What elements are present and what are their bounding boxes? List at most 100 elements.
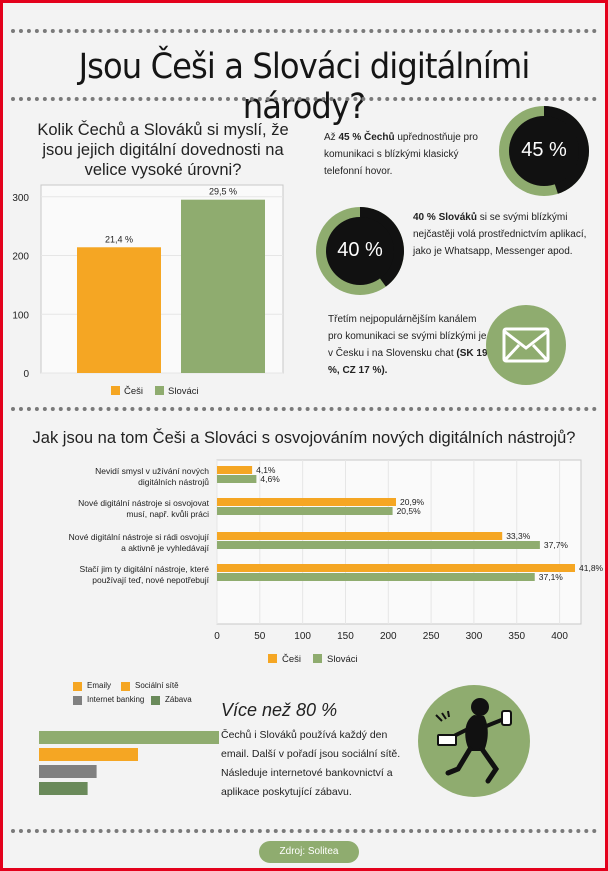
person-head [471,698,489,716]
chart1-legend-label: Slováci [168,386,199,397]
stat-sk-text: 40 % Slováků si se svými blízkými nejčas… [413,212,587,257]
chart2-category-label: Nové digitální nástroje si rádi osvojují [69,532,210,542]
chart1-ytick-label: 100 [12,310,29,321]
person-illustration [435,698,512,784]
envelope-folds [503,343,549,362]
chart1-legend-swatch [111,386,120,395]
chart2-xtick-label: 400 [551,631,568,642]
chart2-legend-label: Slováci [327,654,358,665]
page-title: Jsou Češi a Slováci digitálními národy? [78,47,531,127]
chart2-category-label: digitálních nástrojů [138,477,209,487]
chart2-bar [217,573,535,581]
chart2-xtick-label: 300 [466,631,483,642]
donut-40-svg [316,207,404,295]
more-text: Čechů i Slováků používá každý den email.… [221,729,401,798]
chart2-bar [217,564,576,572]
chart2-xtick-label: 200 [380,631,397,642]
chart2-data-label: 33,3% [506,531,531,541]
chart1-title: Kolik Čechů a Slováků si myslí, že jsou … [37,121,289,179]
chart2-category-label: Nevidí smysl v užívání nových [95,466,209,476]
chart2-category-label: Nové digitální nástroje si osvojovat [78,498,210,508]
laptop [437,734,457,746]
chart2-data-label: 20,5% [397,506,422,516]
person-legs [445,746,500,784]
chart2-bar [217,507,393,515]
envelope-flap [503,329,549,350]
chart2-legend-swatch [313,654,322,663]
donut-45-hole [509,116,579,186]
donut-45-svg [499,106,589,196]
chart2-xtick-label: 250 [423,631,440,642]
chart2-xtick-label: 50 [254,631,266,642]
chart3-svg [39,731,219,795]
donut-45-label: 45 % [521,139,567,161]
donut-45: 45 % [499,106,589,196]
chart2-data-label: 41,8% [579,563,604,573]
person-with-devices-icon [418,685,530,797]
envelope-icon [486,305,566,385]
chart1-legend-swatch [155,386,164,395]
top-divider [11,29,597,33]
chart2-legend-swatch [268,654,277,663]
chart1-ytick-label: 200 [12,252,29,263]
chart2-title: Jak jsou na tom Češi a Slováci s osvojov… [32,429,576,447]
chart2-bar [217,498,397,506]
chart3-bar [39,748,138,761]
chart1-svg: 0 100 200 300 21,4 % 29,5 % Češi Slováci [12,184,284,397]
chart2-bar [217,541,540,549]
chart1-data-label: 29,5 % [209,187,237,197]
stat-cz-text: Až 45 % Čechů upřednostňuje pro komunika… [324,132,478,177]
chart2-svg: 0 50 100 150 200 250 300 350 400 Nevidí smysl v u… [69,459,604,665]
title-divider [11,97,597,101]
chart3-legend: Emaily Sociální sítě Internet banking Zá… [73,679,203,719]
person-body [465,715,488,751]
chart2-category-label: používají teď, nové nepotřebují [92,575,209,585]
envelope-svg [502,327,550,363]
chart2-data-label: 20,9% [400,497,425,507]
chart1-ytick-label: 0 [23,369,29,380]
chart2-bar [217,475,257,483]
legend-swatch-emaily [73,682,82,691]
chart2-bar [217,466,253,474]
chart3-bar [39,765,97,778]
donut-40-hole [326,217,394,285]
donut-40: 40 % [316,207,404,295]
chat-text: Třetím nejpopulárnějším kanálem pro komu… [328,314,488,376]
legend-label-socialni: Sociální sítě [135,681,179,690]
more-heading: Více než 80 % [221,700,338,720]
chart2-category-label: a aktivně je vyhledávají [121,543,210,553]
legend-label-banking: Internet banking [87,695,145,704]
chart1-bar [77,247,161,373]
envelope-body [502,327,550,363]
chart2-category-label: musí, např. kvůli práci [126,509,209,519]
phone [501,710,512,726]
chart2-xtick-label: 0 [214,631,220,642]
chart1-data-label: 21,4 % [105,234,133,244]
chart2-data-label: 4,1% [256,465,276,475]
chart3-bar [39,731,219,744]
donut-40-label: 40 % [337,239,383,261]
chart2-data-label: 37,7% [544,540,569,550]
chart1-ytick-label: 300 [12,193,29,204]
middle-divider [11,407,597,411]
chart2-xtick-label: 350 [508,631,525,642]
chart2-data-label: 4,6% [260,474,280,484]
bottom-divider [11,829,597,833]
legend-swatch-banking [73,696,82,705]
legend-swatch-zabava [151,696,160,705]
chart2-data-label: 37,1% [539,572,564,582]
chart1-bar [181,199,265,373]
chart2-legend-label: Češi [282,654,301,665]
legend-swatch-socialni [121,682,130,691]
legend-label-zabava: Zábava [165,695,192,704]
source-badge: Zdroj: Solitea [259,841,359,863]
legend-label-emaily: Emaily [87,681,112,690]
chart2-xtick-label: 100 [294,631,311,642]
chart2-category-label: Stačí jim ty digitální nástroje, které [80,564,210,574]
chart3-bar [39,782,88,795]
chart1-legend-label: Češi [124,386,143,397]
chart2-xtick-label: 150 [337,631,354,642]
signal-lines [435,710,450,722]
chart2-bar [217,532,503,540]
